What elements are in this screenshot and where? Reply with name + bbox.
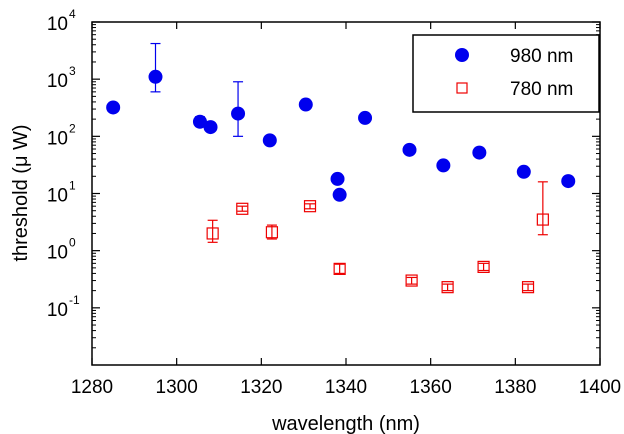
legend-marker-780 [456,82,468,94]
y-tick-exponent: 3 [69,64,76,78]
y-tick-label: 10 [47,186,68,207]
x-tick-label: 1300 [156,377,198,398]
data-point [436,158,451,173]
data-point [298,97,313,112]
x-tick-label: 1280 [71,377,113,398]
y-tick-exponent: 2 [69,121,76,135]
legend-label-980: 980 nm [510,46,573,67]
legend-box [412,34,600,113]
y-tick-exponent: -1 [69,293,80,307]
y-tick-label: 10 [47,128,68,149]
series-980nm [106,42,576,202]
y-tick-label: 10 [47,300,68,321]
legend-marker-980 [455,48,469,62]
y-tick-label: 10 [47,243,68,264]
y-tick-label: 10 [47,71,68,92]
data-point [265,226,279,239]
y-tick-label: 10 [47,14,68,35]
data-point [405,274,418,287]
data-point [333,262,346,275]
data-point [477,260,490,274]
data-point [358,110,373,125]
data-point [402,142,417,157]
data-point [536,213,549,226]
data-point [106,100,121,115]
legend-label-780: 780 nm [510,79,573,100]
data-point [441,281,454,294]
x-tick-label: 1400 [579,377,621,398]
data-point [262,133,277,148]
data-point [192,114,207,129]
x-tick-label: 1340 [325,377,367,398]
data-series [106,42,576,294]
data-point [236,202,249,215]
legend: 980 nm 780 nm [412,34,600,113]
x-axis: 1280 1300 1320 1340 1360 1380 1400 [71,22,621,398]
y-axis-label: threshold (μ W) [10,124,32,261]
x-tick-label: 1320 [240,377,282,398]
y-tick-exponent: 4 [69,7,76,21]
x-tick-label: 1360 [410,377,452,398]
data-point [303,200,317,213]
y-tick-exponent: 0 [69,236,76,250]
data-point [206,227,219,240]
data-point [332,187,347,202]
y-tick-exponent: 1 [69,179,76,193]
series-780nm [206,181,549,294]
data-point [148,69,163,84]
data-point [231,106,246,121]
data-point [521,281,535,294]
data-point [516,164,531,179]
data-point [330,171,345,186]
data-point [561,174,576,189]
x-axis-label: wavelength (nm) [271,413,420,434]
data-point [203,120,218,135]
data-point [472,145,487,160]
x-tick-label: 1380 [494,377,536,398]
